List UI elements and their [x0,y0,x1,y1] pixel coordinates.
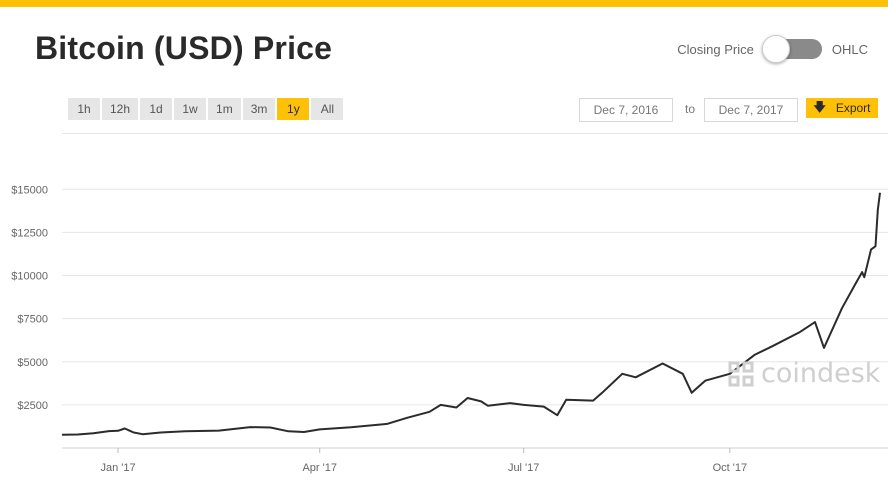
range-tabs: 1h 12h 1d 1w 1m 3m 1y All [68,98,345,120]
y-tick-label: $2500 [17,400,48,412]
watermark-text: coindesk [761,358,881,389]
x-tick-label: Jul '17 [508,462,539,474]
date-from-input[interactable]: Dec 7, 2016 [579,98,673,122]
page-title: Bitcoin (USD) Price [35,30,333,66]
range-tab-1m[interactable]: 1m [208,98,241,120]
range-tab-12h[interactable]: 12h [102,98,139,120]
y-tick-label: $5000 [17,357,48,369]
closing-price-label: Closing Price [677,41,754,57]
range-tab-1h[interactable]: 1h [68,98,100,120]
range-tab-all[interactable]: All [311,98,344,120]
export-button[interactable]: 🡇 Export [806,98,878,118]
toolbar-divider [62,133,888,134]
coindesk-logo-icon [728,361,754,386]
range-tab-1w[interactable]: 1w [174,98,207,120]
y-tick-label: $10000 [11,271,48,283]
date-separator: to [685,102,696,116]
chart-mode-toggle[interactable] [761,35,822,63]
ohlc-label: OHLC [831,41,868,57]
toggle-knob[interactable] [761,35,790,63]
x-tick-label: Apr '17 [302,462,337,474]
x-tick-label: Oct '17 [713,462,748,474]
top-accent-bar [0,0,888,7]
coindesk-watermark: coindesk [727,358,880,389]
range-tab-1d[interactable]: 1d [140,98,173,120]
price-series-line [61,192,881,436]
y-tick-label: $15000 [11,184,48,196]
x-tick-label: Jan '17 [100,462,135,474]
range-tab-3m[interactable]: 3m [242,98,276,120]
y-tick-label: $12500 [11,227,48,239]
date-to-input[interactable]: Dec 7, 2017 [704,98,798,122]
y-tick-label: $7500 [17,314,48,326]
export-label: Export [835,101,871,115]
chart-mode-toggle-group: Closing Price OHLC [677,34,868,64]
range-tab-1y[interactable]: 1y [277,98,310,120]
download-arrow-icon: 🡇 [813,99,826,114]
